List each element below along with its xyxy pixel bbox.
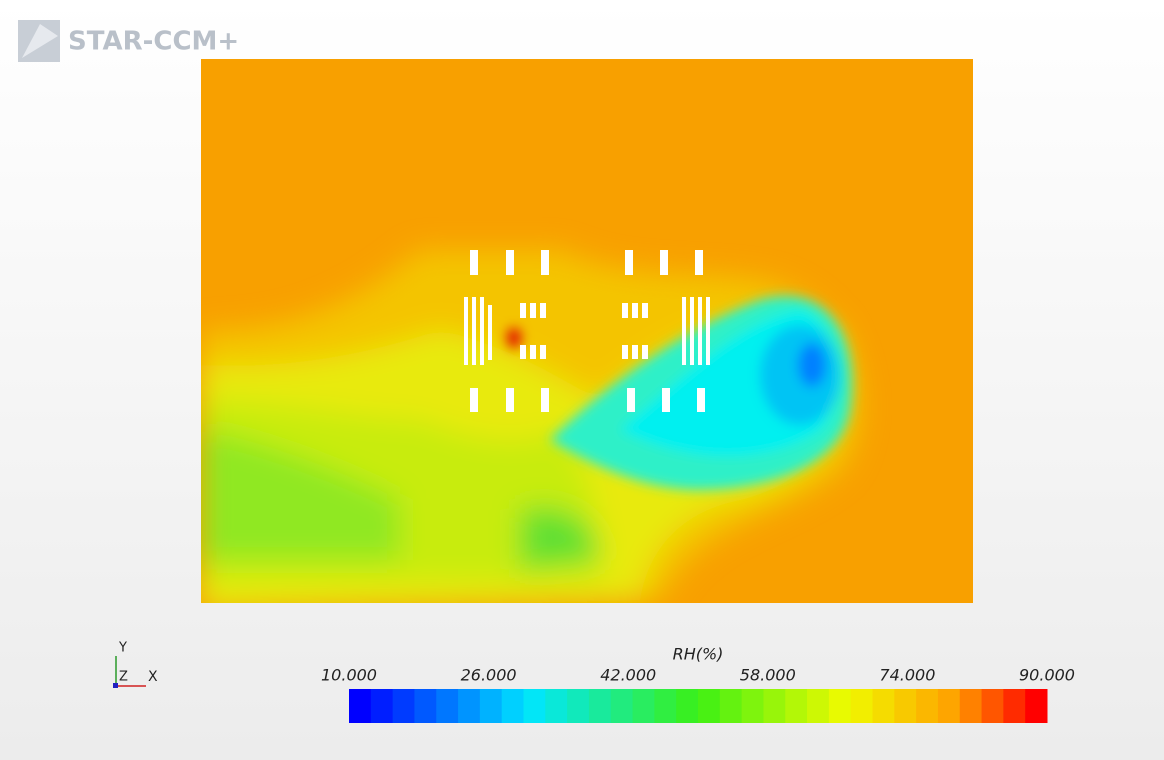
colorbar-segment xyxy=(567,689,590,723)
colorbar-segment xyxy=(763,689,786,723)
colorbar-segment xyxy=(349,689,372,723)
z-label: Z xyxy=(119,670,128,685)
axes-triad: Y Z X xyxy=(113,641,158,688)
colorbar-segment xyxy=(414,689,437,723)
x-label: X xyxy=(148,669,158,685)
logo-text: STAR-CCM+ xyxy=(68,27,239,57)
colorbar-segment xyxy=(937,689,961,723)
colorbar-segment xyxy=(807,689,830,723)
colorbar-segment xyxy=(719,689,743,723)
colorbar-segment xyxy=(741,689,764,723)
colorbar-segment xyxy=(698,689,721,723)
colorbar-segment xyxy=(392,689,415,723)
colorbar-segment xyxy=(501,689,524,723)
colorbar-segment xyxy=(959,689,983,723)
colorbar-segment xyxy=(436,689,459,723)
colorbar-segment xyxy=(479,689,503,723)
colorbar-title: RH(%) xyxy=(673,645,724,664)
colorbar-segment xyxy=(916,689,939,723)
colorbar-segment xyxy=(545,689,568,723)
y-label: Y xyxy=(118,641,127,656)
colorbar-tick-label: 90.000 xyxy=(1019,666,1075,685)
colorbar-segment xyxy=(872,689,895,723)
buildings xyxy=(464,250,710,412)
contour-plot xyxy=(201,59,973,603)
colorbar-segment xyxy=(1025,689,1048,723)
colorbar-segment xyxy=(610,689,634,723)
colorbar-segment xyxy=(370,689,394,723)
colorbar-segment xyxy=(981,689,1004,723)
colorbar-segment xyxy=(523,689,546,723)
colorbar-segment xyxy=(458,689,481,723)
colorbar-segment xyxy=(654,689,677,723)
colorbar-tick-label: 58.000 xyxy=(740,666,796,685)
colorbar-segment xyxy=(850,689,873,723)
colorbar-segment xyxy=(588,689,612,723)
colorbar-segment xyxy=(894,689,917,723)
colorbar-segment xyxy=(785,689,808,723)
colorbar-tick-label: 74.000 xyxy=(879,666,935,685)
colorbar-segment xyxy=(632,689,655,723)
colorbar-tick-label: 10.000 xyxy=(321,666,377,685)
colorbar-segment xyxy=(1003,689,1026,723)
colorbar-tick-label: 42.000 xyxy=(600,666,656,685)
colorbar-segment xyxy=(828,689,852,723)
colorbar-segment xyxy=(676,689,699,723)
colorbar: 10.000 26.000 42.000 58.000 74.000 90.000 xyxy=(321,666,1075,723)
colorbar-tick-label: 26.000 xyxy=(461,666,517,685)
logo: STAR-CCM+ xyxy=(18,20,239,62)
z-axis-dot xyxy=(113,683,118,688)
